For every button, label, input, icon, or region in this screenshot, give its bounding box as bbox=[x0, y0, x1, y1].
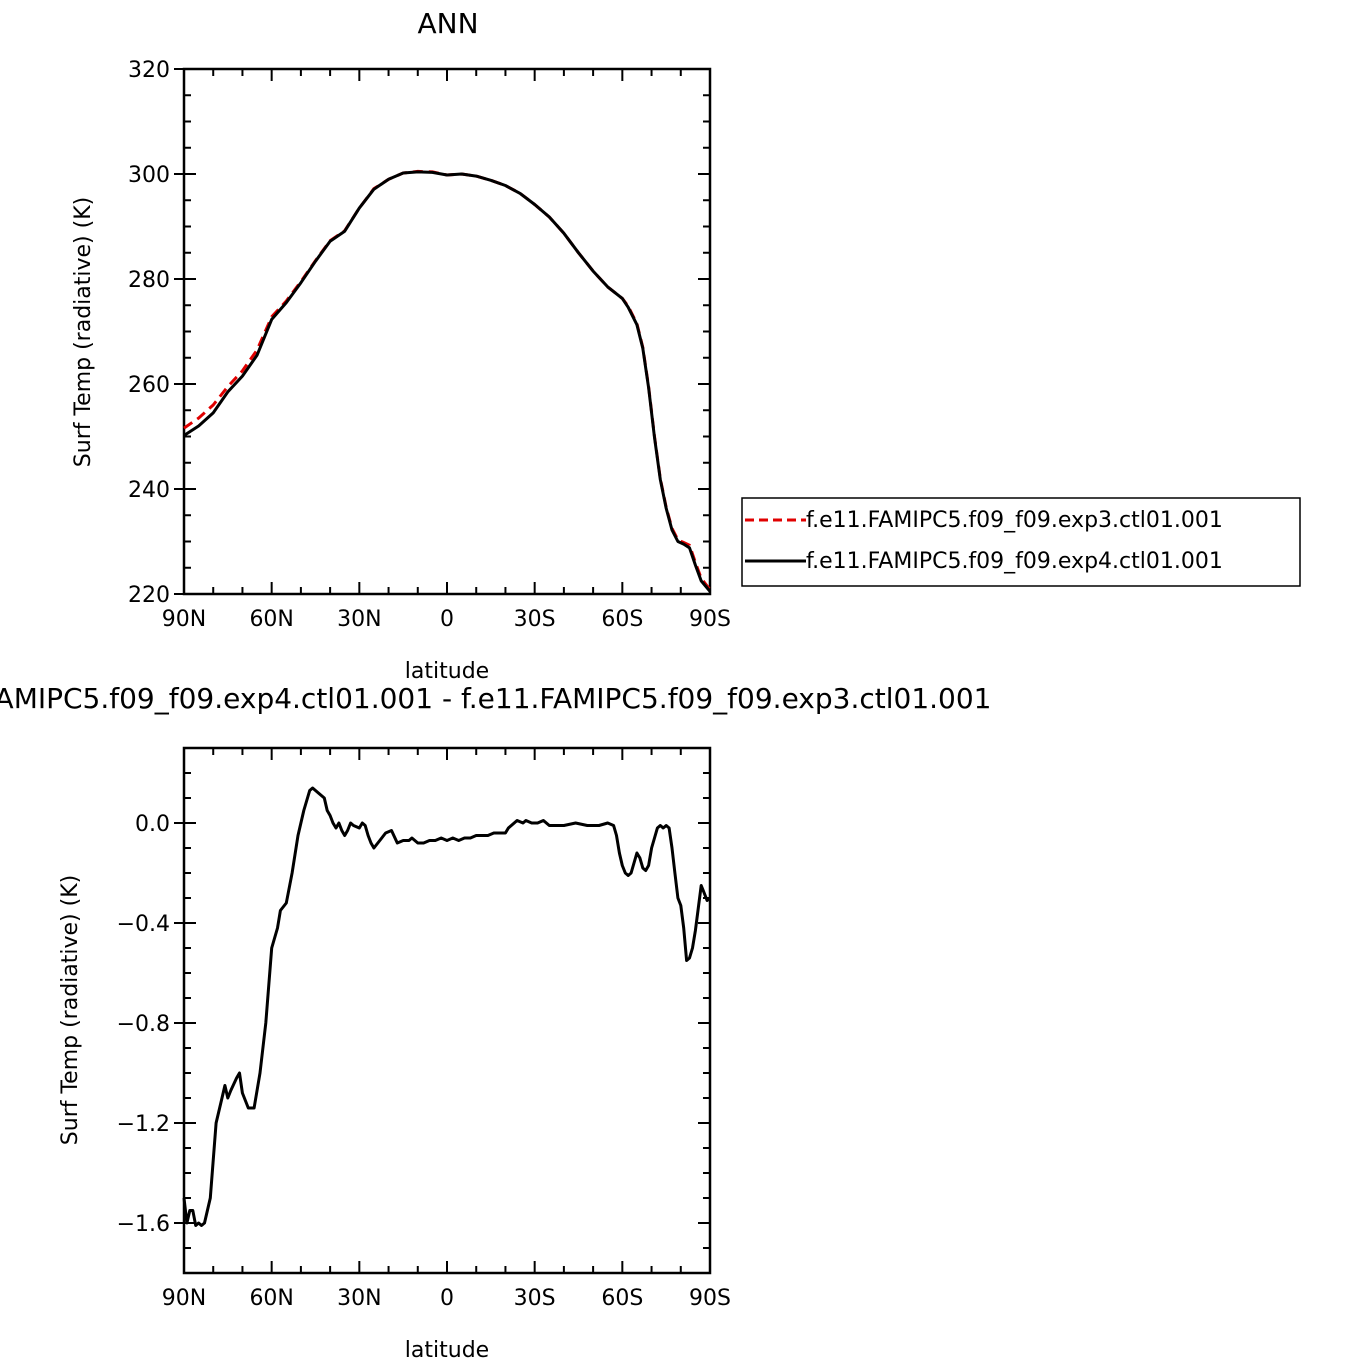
bottom-x-tick-label: 90N bbox=[162, 1286, 206, 1311]
bottom-y-tick-label: 0.0 bbox=[135, 812, 170, 837]
bottom-y-axis-label: Surf Temp (radiative) (K) bbox=[58, 875, 83, 1145]
top-plot-area: 90N 60N 30N 0 30S 60S 90S 220 240 260 280 300 320 bbox=[128, 58, 731, 632]
top-y-tick-label: 220 bbox=[128, 583, 170, 608]
top-series-line-1 bbox=[183, 170, 712, 593]
top-x-tick-label: 0 bbox=[440, 607, 454, 632]
top-y-tick-label: 260 bbox=[128, 373, 170, 398]
top-y-axis-label: Surf Temp (radiative) (K) bbox=[71, 197, 96, 467]
top-y-tick-label: 280 bbox=[128, 268, 170, 293]
top-chart: ANN 90N 60N 30N 0 30S 60S 90S 220 240 260 280 300 32… bbox=[71, 7, 1301, 684]
top-y-tick-label: 300 bbox=[128, 163, 170, 188]
bottom-plot-area: 90N 60N 30N 0 30S 60S 90S −1.6 −1.2 −0.8 −0.4 0.0 bbox=[117, 746, 731, 1311]
top-x-tick-label: 90N bbox=[162, 607, 206, 632]
top-x-tick-label: 60N bbox=[249, 607, 293, 632]
bottom-chart-title: f.e11.FAMIPC5.f09_f09.exp4.ctl01.001 - f… bbox=[0, 682, 991, 715]
top-series-line-0 bbox=[183, 169, 712, 591]
top-x-axis-label: latitude bbox=[405, 659, 489, 684]
top-x-tick-label: 60S bbox=[601, 607, 643, 632]
bottom-x-tick-label: 90S bbox=[689, 1286, 731, 1311]
top-y-tick-label: 240 bbox=[128, 478, 170, 503]
bottom-x-axis-label: latitude bbox=[405, 1338, 489, 1363]
bottom-x-tick-label: 30N bbox=[337, 1286, 381, 1311]
bottom-x-tick-label: 60S bbox=[601, 1286, 643, 1311]
bottom-y-tick-label: −0.8 bbox=[117, 1012, 170, 1037]
bottom-y-tick-label: −1.2 bbox=[117, 1112, 170, 1137]
bottom-x-tick-label: 30S bbox=[514, 1286, 556, 1311]
bottom-series-line-0 bbox=[182, 786, 711, 1227]
bottom-x-tick-label: 60N bbox=[249, 1286, 293, 1311]
top-x-tick-label: 30N bbox=[337, 607, 381, 632]
bottom-x-tick-label: 0 bbox=[440, 1286, 454, 1311]
legend-label-exp4: f.e11.FAMIPC5.f09_f09.exp4.ctl01.001 bbox=[806, 549, 1223, 574]
top-frame bbox=[182, 67, 712, 596]
legend-box bbox=[741, 497, 1301, 587]
bottom-y-tick-label: −1.6 bbox=[117, 1212, 170, 1237]
top-chart-title: ANN bbox=[417, 7, 478, 40]
bottom-frame bbox=[182, 746, 712, 1275]
top-legend: f.e11.FAMIPC5.f09_f09.exp3.ctl01.001 f.e… bbox=[741, 497, 1301, 587]
top-y-tick-label: 320 bbox=[128, 58, 170, 83]
top-x-tick-label: 30S bbox=[514, 607, 556, 632]
top-x-tick-label: 90S bbox=[689, 607, 731, 632]
bottom-chart: f.e11.FAMIPC5.f09_f09.exp4.ctl01.001 - f… bbox=[0, 682, 991, 1363]
legend-label-exp3: f.e11.FAMIPC5.f09_f09.exp3.ctl01.001 bbox=[806, 508, 1223, 533]
bottom-y-tick-label: −0.4 bbox=[117, 912, 170, 937]
